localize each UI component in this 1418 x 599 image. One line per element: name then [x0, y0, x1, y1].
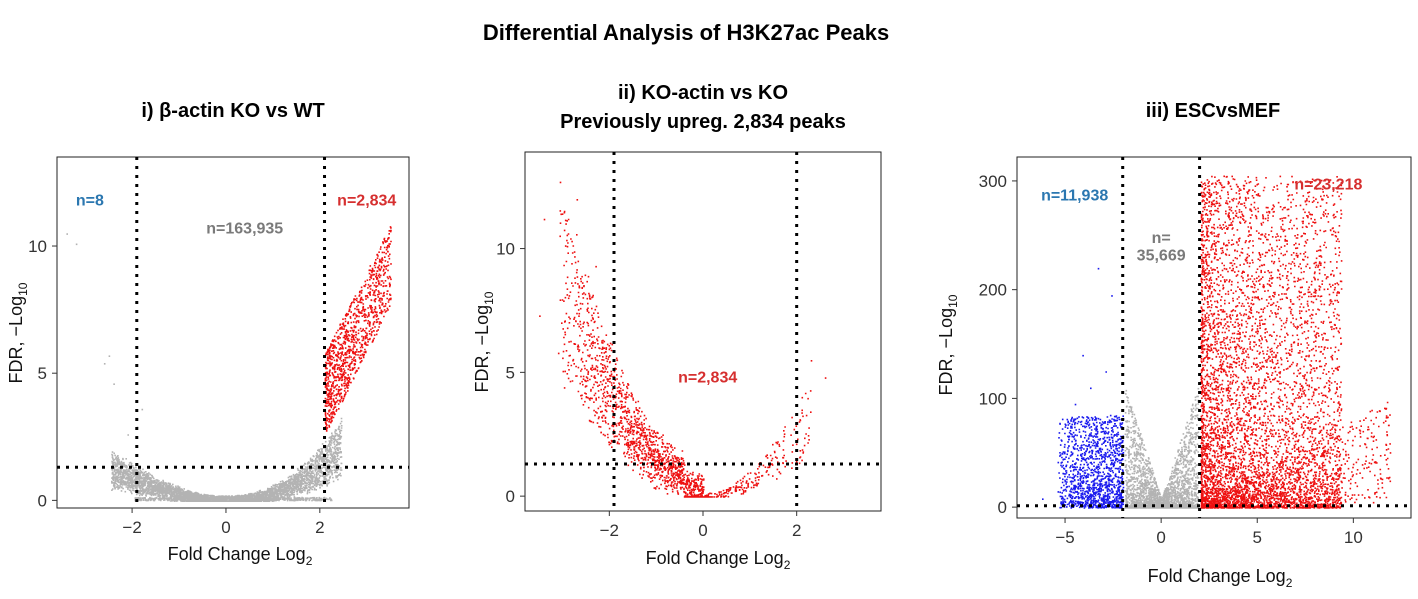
x-tick-label: −5 [1055, 528, 1074, 547]
x-tick-label: −2 [600, 521, 619, 540]
x-tick-label: 0 [698, 521, 707, 540]
panel-1-ticks: −2 0 2 0 5 10 [28, 237, 324, 537]
panel-1-y-axis-label: FDR, −Log10 [6, 282, 30, 383]
count-label-up: n=2,834 [337, 192, 396, 209]
x-tick-label: 0 [1156, 528, 1165, 547]
x-tick-label: 10 [1344, 528, 1363, 547]
x-tick-label: 2 [315, 518, 324, 537]
panel-2-ticks: −2 0 2 0 5 10 [496, 240, 801, 540]
panel-2-thresholds [525, 152, 881, 511]
panel-2-title-line-1: ii) KO-actin vs KO [618, 82, 788, 104]
panel-1-plot-frame [56, 156, 410, 509]
panel-2-plot-frame [524, 151, 882, 512]
panel-1-annotations: n=8 n=163,935 n=2,834 [76, 192, 397, 237]
panel-2-points [539, 181, 827, 498]
x-tick-label: 2 [792, 521, 801, 540]
panel-2-x-axis-label: Fold Change Log2 [646, 548, 791, 572]
x-tick-label: −2 [122, 518, 141, 537]
panel-3-points [1042, 175, 1392, 509]
panel-1-x-axis-label: Fold Change Log2 [168, 544, 313, 568]
panel-3-thresholds [1017, 157, 1411, 518]
count-label-up: n=23,218 [1294, 177, 1362, 194]
panel-2-annotations: n=2,834 [678, 369, 737, 386]
y-tick-label: 0 [506, 487, 515, 506]
panel-3-annotations: n=11,938 n=35,669 n=23,218 [1041, 177, 1362, 265]
y-tick-label: 10 [28, 237, 47, 256]
ns-points [1124, 387, 1200, 509]
y-tick-label: 5 [506, 363, 515, 382]
up-points [324, 226, 392, 432]
y-tick-label: 5 [38, 364, 47, 383]
y-tick-label: 100 [979, 389, 1007, 408]
y-tick-label: 0 [998, 498, 1007, 517]
y-tick-label: 10 [496, 240, 515, 259]
count-label-down: n=11,938 [1041, 187, 1108, 204]
count-label-down: n=8 [76, 192, 104, 209]
figure-title: Differential Analysis of H3K27ac Peaks [483, 20, 889, 45]
panel-3-y-axis-label: FDR, −Log10 [936, 294, 960, 395]
y-tick-label: 300 [979, 172, 1007, 191]
count-label-ns: 35,669 [1137, 247, 1186, 264]
x-tick-label: 5 [1253, 528, 1262, 547]
panel-2: ii) KO-actin vs KO Previously upreg. 2,8… [472, 82, 882, 572]
ns-points [66, 233, 343, 503]
count-label-ns: n=163,935 [206, 220, 283, 237]
y-tick-label: 0 [38, 491, 47, 510]
up-points [1200, 175, 1392, 509]
panel-3-title-line-1: iii) ESCvsMEF [1146, 100, 1280, 122]
panel-2-title-line-2: Previously upreg. 2,834 peaks [560, 111, 846, 133]
panel-2-y-axis-label: FDR, −Log10 [472, 291, 496, 392]
y-tick-label: 200 [979, 281, 1007, 300]
panel-1-title-line-1: i) β-actin KO vs WT [141, 100, 324, 122]
x-tick-label: 0 [221, 518, 230, 537]
panel-1: i) β-actin KO vs WT −2 0 2 0 5 10 n=8 n=163,93… [6, 100, 410, 568]
panel-3-x-axis-label: Fold Change Log2 [1148, 566, 1293, 590]
count-label-ns: n= [1152, 230, 1171, 247]
count-label-up: n=2,834 [678, 369, 737, 386]
up-points [539, 181, 827, 498]
panel-1-points [66, 226, 392, 503]
